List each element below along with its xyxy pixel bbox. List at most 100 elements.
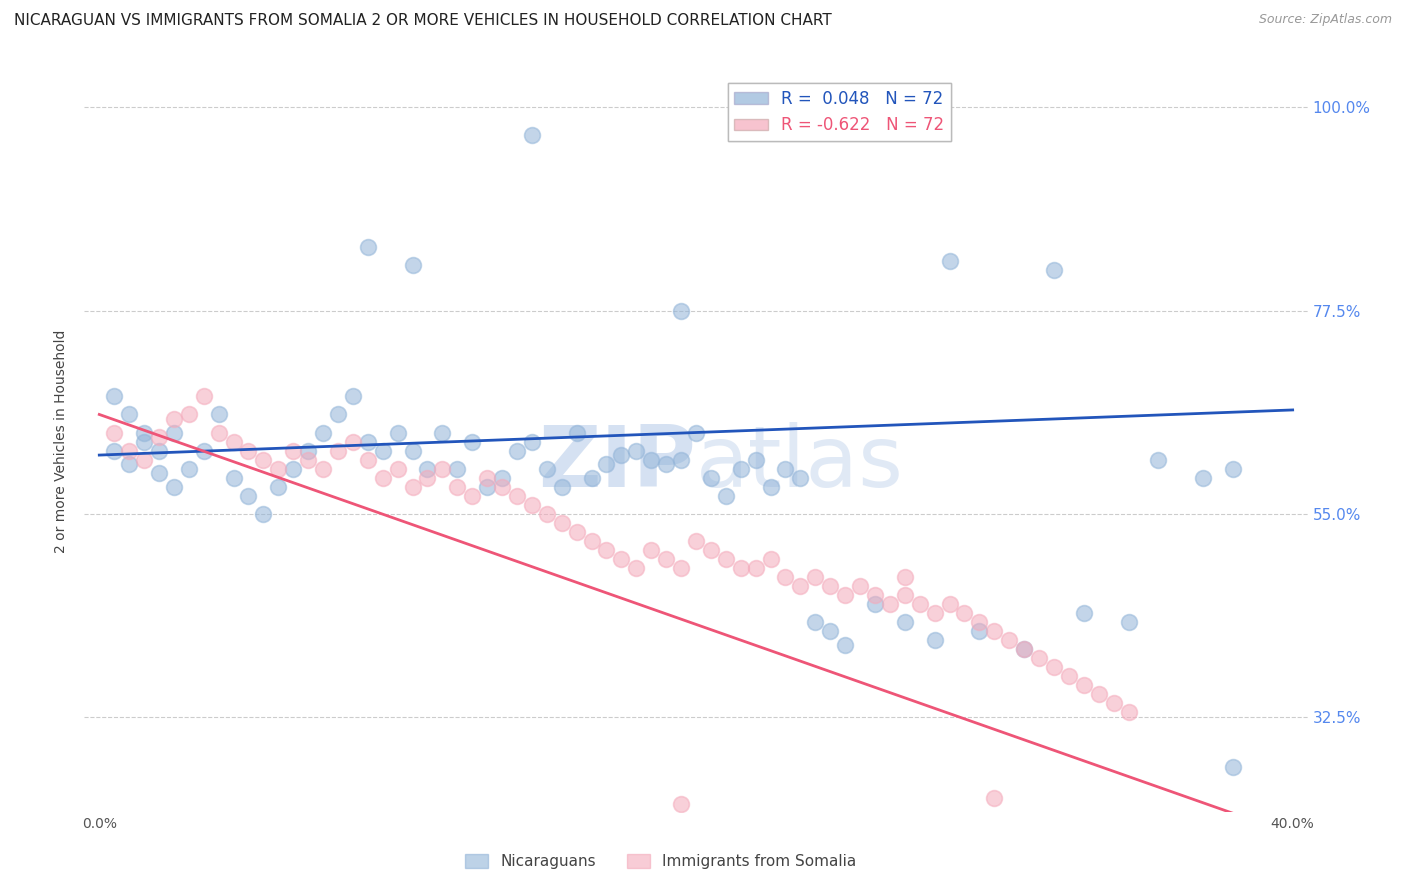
Point (520, 498, 543, 512)
Point (581, 533, 603, 548)
Point (475, 480, 498, 494)
Point (626, 443, 648, 458)
Point (818, 624, 841, 639)
Point (371, 470, 394, 484)
Point (775, 570, 797, 584)
Point (222, 434, 245, 449)
Point (193, 443, 215, 458)
Point (401, 259, 423, 273)
Point (1222, 759, 1244, 773)
Point (103, 443, 125, 458)
Point (357, 434, 380, 449)
Point (1147, 452, 1170, 467)
Y-axis label: 2 or more Vehicles in Household: 2 or more Vehicles in Household (55, 330, 69, 553)
Point (491, 470, 513, 484)
Point (775, 461, 797, 475)
Point (626, 561, 648, 575)
Point (193, 389, 215, 403)
Point (267, 461, 290, 475)
Point (804, 615, 827, 629)
Point (432, 425, 454, 440)
Point (416, 461, 439, 475)
Point (818, 579, 841, 593)
Point (834, 588, 856, 602)
Point (132, 425, 155, 440)
Point (863, 588, 886, 602)
Point (1118, 706, 1140, 720)
Point (685, 425, 707, 440)
Point (1012, 642, 1035, 657)
Point (894, 570, 917, 584)
Point (371, 443, 394, 458)
Point (565, 425, 588, 440)
Text: NICARAGUAN VS IMMIGRANTS FROM SOMALIA 2 OR MORE VEHICLES IN HOUSEHOLD CORRELATIO: NICARAGUAN VS IMMIGRANTS FROM SOMALIA 2 … (14, 13, 832, 29)
Point (1222, 461, 1244, 475)
Point (432, 461, 454, 475)
Point (983, 791, 1005, 805)
Point (401, 443, 423, 458)
Point (297, 452, 319, 467)
Point (969, 624, 991, 639)
Point (387, 461, 409, 475)
Point (1012, 642, 1035, 657)
Point (669, 303, 692, 318)
Point (685, 533, 707, 548)
Point (267, 480, 290, 494)
Point (565, 524, 588, 539)
Point (148, 443, 170, 458)
Point (252, 452, 274, 467)
Point (669, 561, 692, 575)
Point (342, 434, 364, 449)
Point (520, 434, 543, 449)
Point (849, 579, 872, 593)
Point (640, 452, 662, 467)
Point (1192, 470, 1215, 484)
Point (118, 457, 141, 471)
Point (669, 797, 692, 812)
Point (416, 470, 439, 484)
Point (387, 425, 409, 440)
Text: ZIP: ZIP (538, 422, 696, 505)
Point (759, 480, 782, 494)
Point (222, 470, 245, 484)
Point (401, 480, 423, 494)
Point (700, 470, 723, 484)
Point (520, 128, 543, 142)
Point (953, 606, 976, 620)
Point (312, 425, 335, 440)
Point (1028, 651, 1050, 665)
Point (252, 507, 274, 521)
Point (118, 443, 141, 458)
Point (207, 408, 229, 422)
Point (506, 489, 529, 503)
Point (446, 480, 468, 494)
Point (536, 507, 558, 521)
Point (1118, 615, 1140, 629)
Point (1087, 687, 1109, 701)
Point (744, 561, 766, 575)
Point (998, 633, 1021, 648)
Point (103, 425, 125, 440)
Point (148, 466, 170, 480)
Point (1043, 660, 1066, 674)
Point (475, 470, 498, 484)
Point (1073, 606, 1095, 620)
Point (536, 461, 558, 475)
Point (357, 240, 380, 254)
Point (103, 389, 125, 403)
Point (207, 425, 229, 440)
Point (461, 434, 484, 449)
Point (148, 430, 170, 444)
Point (789, 470, 811, 484)
Point (283, 461, 305, 475)
Point (655, 457, 678, 471)
Legend: R =  0.048   N = 72, R = -0.622   N = 72: R = 0.048 N = 72, R = -0.622 N = 72 (727, 83, 950, 141)
Point (1057, 669, 1080, 683)
Point (938, 254, 960, 268)
Point (163, 412, 186, 426)
Point (177, 408, 200, 422)
Point (759, 552, 782, 566)
Point (177, 461, 200, 475)
Point (894, 588, 917, 602)
Point (595, 457, 617, 471)
